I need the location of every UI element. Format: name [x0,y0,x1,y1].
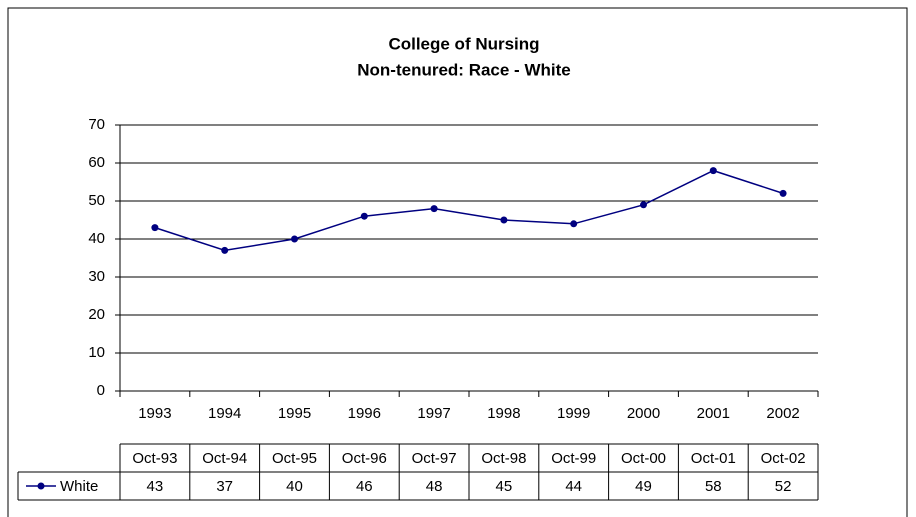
point [221,246,229,254]
legend-label: White [60,478,98,495]
legend-marker [37,482,45,490]
table-value: 48 [426,478,443,495]
x-tick-label: 2002 [766,405,799,422]
x-tick-label: 1998 [487,405,520,422]
x-tick-label: 1996 [348,405,381,422]
point [709,167,717,175]
table-header: Oct-96 [342,450,387,467]
x-tick-label: 1993 [138,405,171,422]
point [291,235,298,243]
y-tick-label: 60 [88,154,105,171]
y-tick-label: 10 [88,344,105,361]
x-tick-label: 1999 [557,405,590,422]
chart-border [7,7,908,517]
series-line [154,169,784,252]
table-header: Oct-00 [621,450,666,467]
table-header: Oct-97 [412,450,457,467]
chart-subtitle: Non-tenured: Race - White [357,60,570,79]
table-value: 43 [147,478,164,495]
chart-title: College of Nursing [388,34,539,53]
table-header: Oct-93 [132,450,177,467]
table-value: 46 [356,478,373,495]
x-tick-label: 1997 [417,405,450,422]
y-tick-label: 0 [97,382,105,399]
point [570,220,578,228]
table-value: 45 [496,478,513,495]
y-tick-label: 50 [88,192,105,209]
table-header: Oct-02 [761,450,806,467]
x-tick-label: 2001 [697,405,730,422]
table-header: Oct-99 [551,450,596,467]
point [430,205,438,213]
y-tick-label: 20 [88,306,105,323]
point [151,224,159,232]
table-header: Oct-95 [272,450,317,467]
table-value: 52 [775,478,792,495]
x-tick-label: 1995 [278,405,311,422]
x-tick-label: 1994 [208,405,241,422]
table-header: Oct-01 [691,450,736,467]
point [360,212,368,220]
point [500,216,508,224]
point [779,189,787,197]
table-header: Oct-98 [481,450,526,467]
y-tick-label: 40 [88,230,105,247]
table-value: 49 [635,478,652,495]
table-value: 58 [705,478,722,495]
y-tick-label: 30 [88,268,105,285]
table-value: 44 [565,478,582,495]
table-header: Oct-94 [202,450,247,467]
table-value: 37 [216,478,233,495]
y-tick-label: 70 [88,116,105,133]
point [640,201,647,209]
x-tick-label: 2000 [627,405,660,422]
table-value: 40 [286,478,303,495]
